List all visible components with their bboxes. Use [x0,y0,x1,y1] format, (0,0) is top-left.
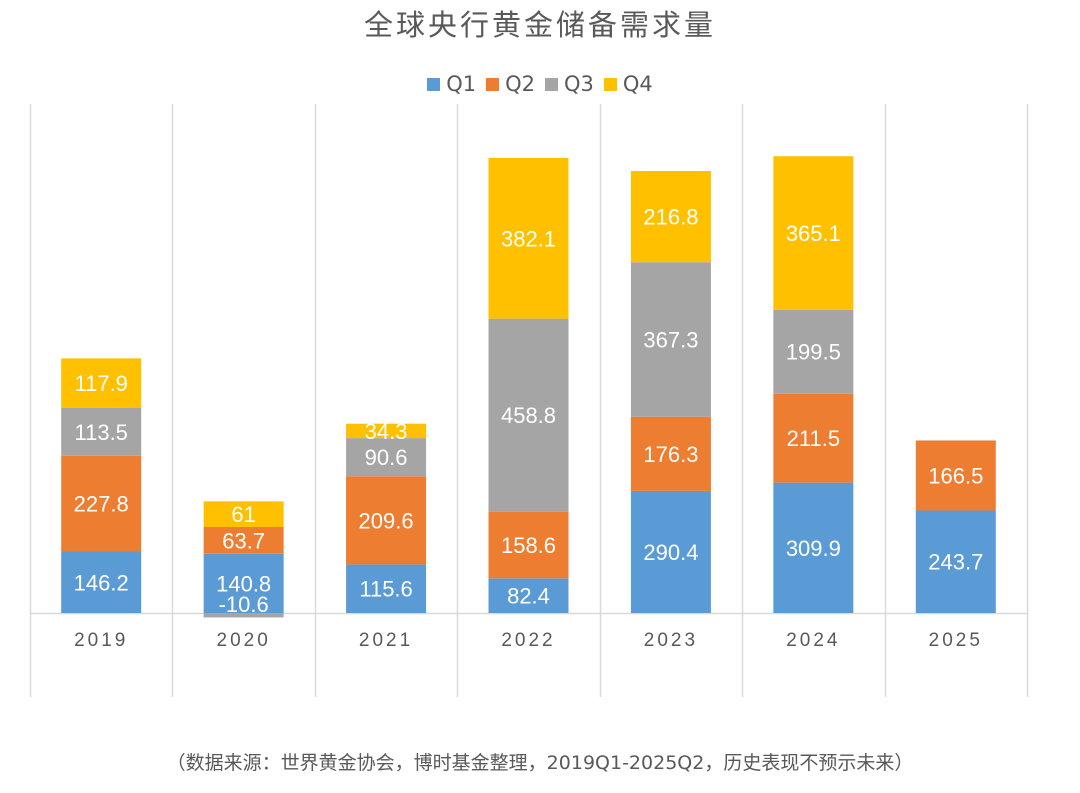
data-label-q1-2019: 146.2 [74,570,129,595]
data-label-q2-2021: 209.6 [359,508,414,533]
bar-q4-2023 [630,171,711,263]
data-label-q4-2020: 61 [231,502,255,527]
bar-q1-2023 [630,490,711,613]
data-label-q1-2022: 82.4 [507,584,550,609]
data-label-q1-2023: 290.4 [643,540,698,565]
legend-label-q4: Q4 [622,72,653,96]
data-label-q4-2022: 382.1 [501,226,556,251]
data-labels: 146.2 227.8 113.5 117.9 140.8 63.7 -10.6 61 115.… [74,205,984,617]
legend-item-q3: Q3 [545,72,594,96]
source-note: （数据来源：世界黄金协会，博时基金整理，2019Q1-2025Q2，历史表现不预… [166,752,914,774]
data-label-q3-2020: -10.6 [219,592,269,617]
bar-q3-2020 [203,613,284,618]
data-label-q4-2019: 117.9 [75,371,128,396]
x-tick-label-2020: 2020 [217,630,271,651]
data-label-q4-2024: 365.1 [786,221,841,246]
x-tick-label-2022: 2022 [501,630,555,651]
data-label-q2-2024: 211.5 [787,426,840,451]
bar-q4-2021 [346,423,427,439]
bar-q4-2022 [488,157,569,319]
bars [61,156,996,618]
bar-q2-2023 [630,416,711,491]
bar-q2-2025 [915,440,996,511]
legend-swatch-q2 [486,77,500,91]
data-label-q3-2022: 458.8 [501,403,556,428]
data-label-q1-2025: 243.7 [928,550,983,575]
data-label-q3-2023: 367.3 [643,327,698,352]
chart-title: 全球央行黄金储备需求量 [363,8,716,42]
data-label-q2-2019: 227.8 [74,492,129,517]
bar-q1-2025 [915,510,996,613]
bar-q3-2019 [61,407,142,456]
legend-swatch-q3 [545,77,558,91]
bar-q1-2021 [346,564,427,613]
data-label-q4-2023: 216.8 [643,205,698,230]
x-tick-label-2023: 2023 [644,630,698,651]
data-label-q2-2022: 158.6 [501,533,556,558]
bar-q4-2019 [61,358,142,408]
legend-label-q2: Q2 [505,72,535,96]
legend: Q1 Q2 Q3 Q4 [0,72,1080,96]
x-tick-label-2024: 2024 [786,630,840,651]
data-label-q2-2020: 63.7 [222,528,265,553]
x-tick-label-2021: 2021 [359,630,413,651]
data-label-q2-2025: 166.5 [928,463,983,488]
data-label-q1-2020: 140.8 [216,571,271,596]
legend-label-q1: Q1 [446,72,477,96]
legend-item-q1: Q1 [427,72,476,96]
bar-q4-2020 [203,501,284,527]
legend-swatch-q1 [427,77,441,91]
data-label-q3-2024: 199.5 [786,340,841,365]
bar-q3-2024 [773,309,854,394]
bar-q2-2024 [773,393,854,483]
bar-q1-2020 [203,553,284,613]
x-axis-ticks: 2019 2020 2021 2022 2023 2024 2025 [74,630,983,651]
bar-q4-2024 [773,156,854,310]
legend-item-q2: Q2 [486,72,535,96]
data-label-q1-2024: 309.9 [786,536,841,561]
legend-swatch-q4 [603,77,617,91]
bar-q3-2022 [488,318,569,512]
x-tick-label-2019: 2019 [74,630,128,651]
data-label-q3-2019: 113.5 [75,420,128,445]
data-label-q3-2021: 90.6 [365,445,408,470]
bar-q1-2019 [61,551,142,613]
gridlines [29,104,1029,697]
data-label-q2-2023: 176.3 [643,442,698,467]
bar-q3-2021 [346,438,427,477]
bar-q3-2023 [630,262,711,417]
x-tick-label-2025: 2025 [929,630,983,651]
bar-q2-2020 [203,526,284,554]
bar-q2-2021 [346,476,427,565]
legend-item-q4: Q4 [603,72,653,96]
legend-label-q3: Q3 [564,72,594,96]
bar-q1-2024 [773,482,854,613]
data-label-q1-2021: 115.6 [359,577,412,602]
bar-q1-2022 [488,578,569,613]
bar-q2-2019 [61,455,142,552]
data-label-q4-2021: 34.3 [365,419,408,444]
bar-q2-2022 [488,511,569,579]
